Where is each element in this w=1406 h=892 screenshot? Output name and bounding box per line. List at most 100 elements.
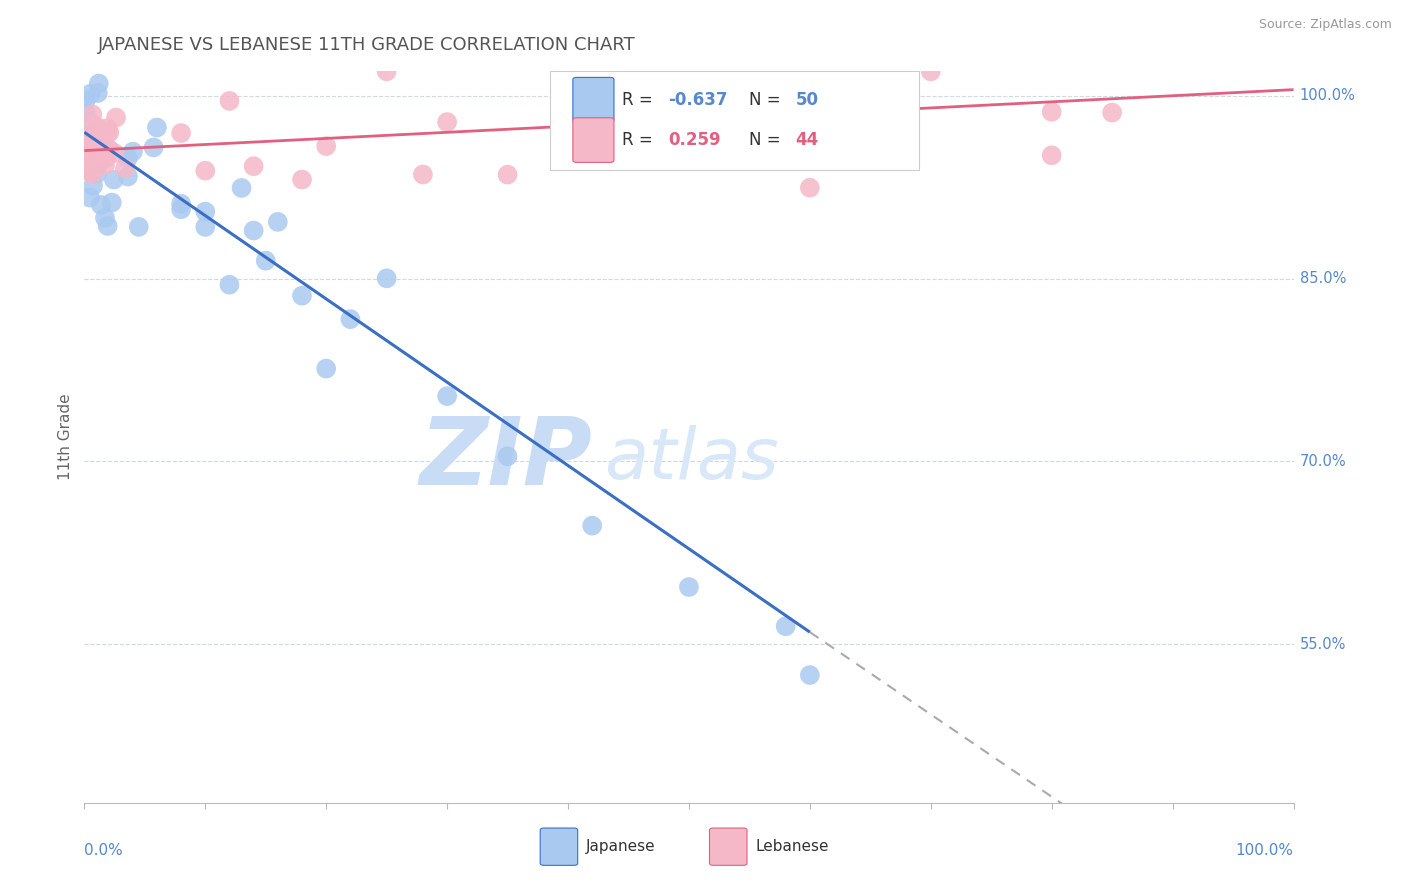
Text: 85.0%: 85.0% (1299, 271, 1346, 286)
Point (98, 143, 121, 157)
Text: 100.0%: 100.0% (1236, 843, 1294, 858)
Point (218, 277, 240, 292)
Point (1040, 148, 1063, 162)
Point (1101, 105, 1123, 120)
Point (339, 312, 361, 326)
Point (678, 580, 700, 594)
Point (194, 204, 217, 219)
Text: ZIP: ZIP (419, 413, 592, 505)
Point (87, 157, 110, 171)
Point (75, 154, 97, 169)
Point (146, 120, 169, 135)
Point (799, 668, 821, 682)
Point (170, 196, 193, 211)
Text: 44: 44 (796, 131, 818, 149)
Text: N =: N = (749, 131, 786, 149)
Point (86, 166, 108, 180)
Point (436, 115, 458, 129)
Point (77, 128, 100, 143)
Point (194, 219, 217, 234)
Point (94, 211, 117, 225)
Point (97, 219, 120, 233)
Point (83, 155, 105, 169)
Point (859, 130, 882, 145)
Text: 0.0%: 0.0% (84, 843, 124, 858)
Point (76, 136, 98, 151)
Point (82, 178, 104, 193)
FancyBboxPatch shape (550, 71, 918, 170)
Point (678, 73, 700, 87)
Point (254, 253, 277, 268)
Point (104, 146, 127, 161)
Point (77, 114, 100, 128)
Point (105, 111, 128, 125)
Point (98, 126, 121, 140)
Point (581, 518, 603, 533)
Point (86, 128, 108, 142)
Point (96, 126, 118, 140)
Point (75, 145, 97, 160)
Text: 70.0%: 70.0% (1299, 454, 1346, 469)
Point (94, 158, 117, 172)
Point (291, 288, 314, 302)
Text: Lebanese: Lebanese (755, 839, 830, 855)
Point (75, 105, 97, 120)
Point (75, 161, 97, 175)
Point (103, 172, 125, 186)
Point (117, 151, 139, 165)
Point (114, 161, 136, 176)
Text: 0.259: 0.259 (668, 131, 721, 149)
Text: 55.0%: 55.0% (1299, 637, 1346, 652)
Point (87, 86, 110, 100)
Point (617, 125, 640, 139)
FancyBboxPatch shape (710, 828, 747, 865)
Point (90, 128, 112, 143)
Text: Source: ZipAtlas.com: Source: ZipAtlas.com (1258, 18, 1392, 31)
Point (91, 126, 114, 140)
Text: -0.637: -0.637 (668, 91, 728, 109)
Point (194, 163, 217, 178)
FancyBboxPatch shape (572, 118, 614, 162)
Point (75, 94, 97, 108)
Point (581, 127, 603, 141)
Point (496, 168, 519, 182)
Point (496, 450, 519, 464)
Point (920, 64, 942, 78)
Point (97, 142, 120, 156)
Point (242, 159, 264, 173)
Point (799, 180, 821, 194)
Point (267, 215, 290, 229)
Text: 50: 50 (796, 91, 818, 109)
Text: N =: N = (749, 91, 786, 109)
Point (84, 148, 107, 162)
Point (97, 121, 120, 136)
Point (375, 64, 398, 78)
Text: atlas: atlas (605, 425, 779, 493)
FancyBboxPatch shape (572, 78, 614, 122)
Point (315, 361, 337, 376)
Point (96, 151, 118, 165)
Text: JAPANESE VS LEBANESE 11TH GRADE CORRELATION CHART: JAPANESE VS LEBANESE 11TH GRADE CORRELAT… (98, 36, 636, 54)
Point (291, 172, 314, 186)
Point (82, 107, 104, 121)
Point (82, 118, 104, 132)
Point (77, 164, 100, 178)
Point (84, 136, 107, 150)
Point (82, 167, 104, 181)
Point (75, 133, 97, 147)
Point (86, 120, 108, 135)
Point (242, 223, 264, 237)
Point (79, 87, 101, 101)
Point (315, 139, 337, 153)
Point (93, 145, 115, 159)
Y-axis label: 11th Grade: 11th Grade (58, 393, 73, 481)
Point (87, 77, 110, 91)
Point (170, 202, 193, 217)
Point (170, 126, 193, 140)
Point (75, 139, 97, 153)
Point (231, 181, 253, 195)
Point (83, 131, 105, 145)
Point (89, 148, 111, 162)
FancyBboxPatch shape (540, 828, 578, 865)
Point (80, 149, 103, 163)
